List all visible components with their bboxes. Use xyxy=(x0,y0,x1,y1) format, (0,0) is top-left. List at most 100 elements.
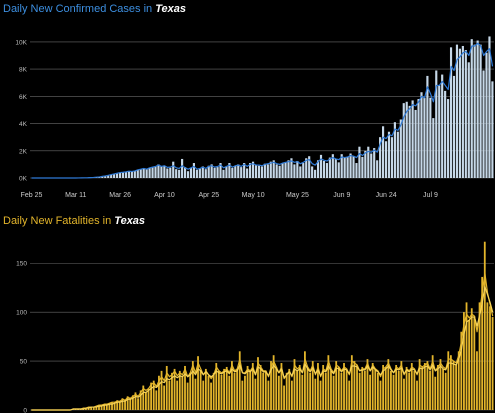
bar xyxy=(393,122,396,178)
bar xyxy=(210,164,213,178)
x-tick-label: Feb 25 xyxy=(21,192,43,199)
bar xyxy=(322,160,326,178)
bar xyxy=(275,164,278,178)
bar xyxy=(129,398,132,410)
bar xyxy=(139,390,142,410)
bar xyxy=(251,363,254,410)
bar xyxy=(152,380,155,410)
bar xyxy=(405,101,408,178)
bar xyxy=(121,398,124,410)
bar xyxy=(314,169,317,178)
bar xyxy=(130,171,133,178)
bar xyxy=(283,385,285,410)
bar xyxy=(482,70,485,178)
bar xyxy=(319,154,323,178)
bar xyxy=(397,370,400,410)
bar xyxy=(176,380,179,410)
bar xyxy=(171,372,173,410)
bar xyxy=(207,375,210,410)
bar xyxy=(280,363,283,410)
bar xyxy=(270,361,272,410)
bar xyxy=(467,62,470,178)
bar xyxy=(118,172,122,178)
bar xyxy=(160,166,163,178)
x-tick-label: May 10 xyxy=(242,192,265,199)
bar xyxy=(317,363,319,410)
bar xyxy=(201,166,204,178)
bar xyxy=(455,364,458,410)
bar xyxy=(442,368,444,410)
fatalities-title-place: Texas xyxy=(114,215,146,227)
x-tick-label: Mar 26 xyxy=(109,192,131,199)
bar xyxy=(151,167,154,178)
bar xyxy=(418,359,421,410)
bar xyxy=(481,276,484,410)
bar xyxy=(348,380,351,410)
bar xyxy=(236,368,239,410)
bar xyxy=(370,153,373,178)
bar xyxy=(251,161,255,178)
bar xyxy=(281,163,284,178)
bar xyxy=(254,165,258,178)
bar xyxy=(374,368,377,410)
bar xyxy=(166,168,169,178)
bar xyxy=(127,171,130,178)
bar xyxy=(237,164,240,178)
bar xyxy=(367,146,370,178)
bar xyxy=(228,163,231,178)
bar xyxy=(107,175,110,178)
bar xyxy=(278,165,281,178)
bar xyxy=(202,380,205,410)
bar xyxy=(249,163,252,178)
bar xyxy=(105,404,108,410)
bar xyxy=(489,306,491,410)
cases-chart-title: Daily New Confirmed Cases in Texas xyxy=(3,3,186,15)
bar xyxy=(439,359,442,410)
bar xyxy=(411,100,414,178)
bar xyxy=(405,366,408,410)
bar xyxy=(420,92,423,178)
bar xyxy=(225,366,228,410)
bar xyxy=(244,375,246,410)
bar xyxy=(423,363,426,410)
bar xyxy=(142,168,145,178)
bar xyxy=(371,363,374,410)
bar xyxy=(436,364,439,410)
bar xyxy=(463,312,465,410)
bar xyxy=(285,372,288,410)
bar xyxy=(134,392,137,410)
bar xyxy=(155,390,158,410)
bar xyxy=(353,361,356,410)
bar xyxy=(473,316,476,410)
bar xyxy=(219,163,222,178)
bar xyxy=(191,361,194,410)
bar xyxy=(308,156,311,178)
fatalities-chart-title: Daily New Fatalities in Texas xyxy=(3,215,145,227)
bar xyxy=(246,168,249,178)
bar xyxy=(189,372,192,410)
bar xyxy=(183,167,187,178)
bar xyxy=(431,355,434,410)
bar xyxy=(452,75,456,178)
bar xyxy=(305,158,308,178)
cases-title-prefix: Daily New Confirmed Cases in xyxy=(3,3,153,15)
bar xyxy=(399,119,402,178)
bar xyxy=(444,372,447,410)
bar xyxy=(85,408,87,410)
bar xyxy=(131,395,134,410)
bar xyxy=(293,164,296,178)
bar xyxy=(195,169,198,178)
bar xyxy=(343,363,345,410)
bar xyxy=(327,355,330,410)
bar xyxy=(288,368,291,410)
bar xyxy=(189,167,193,178)
bar xyxy=(113,402,116,410)
bar xyxy=(147,388,150,410)
bar xyxy=(392,374,395,410)
bar xyxy=(95,406,98,410)
bar xyxy=(402,103,405,178)
bar xyxy=(197,356,199,410)
bar xyxy=(438,85,441,178)
bar xyxy=(491,81,494,178)
bar xyxy=(345,368,348,410)
